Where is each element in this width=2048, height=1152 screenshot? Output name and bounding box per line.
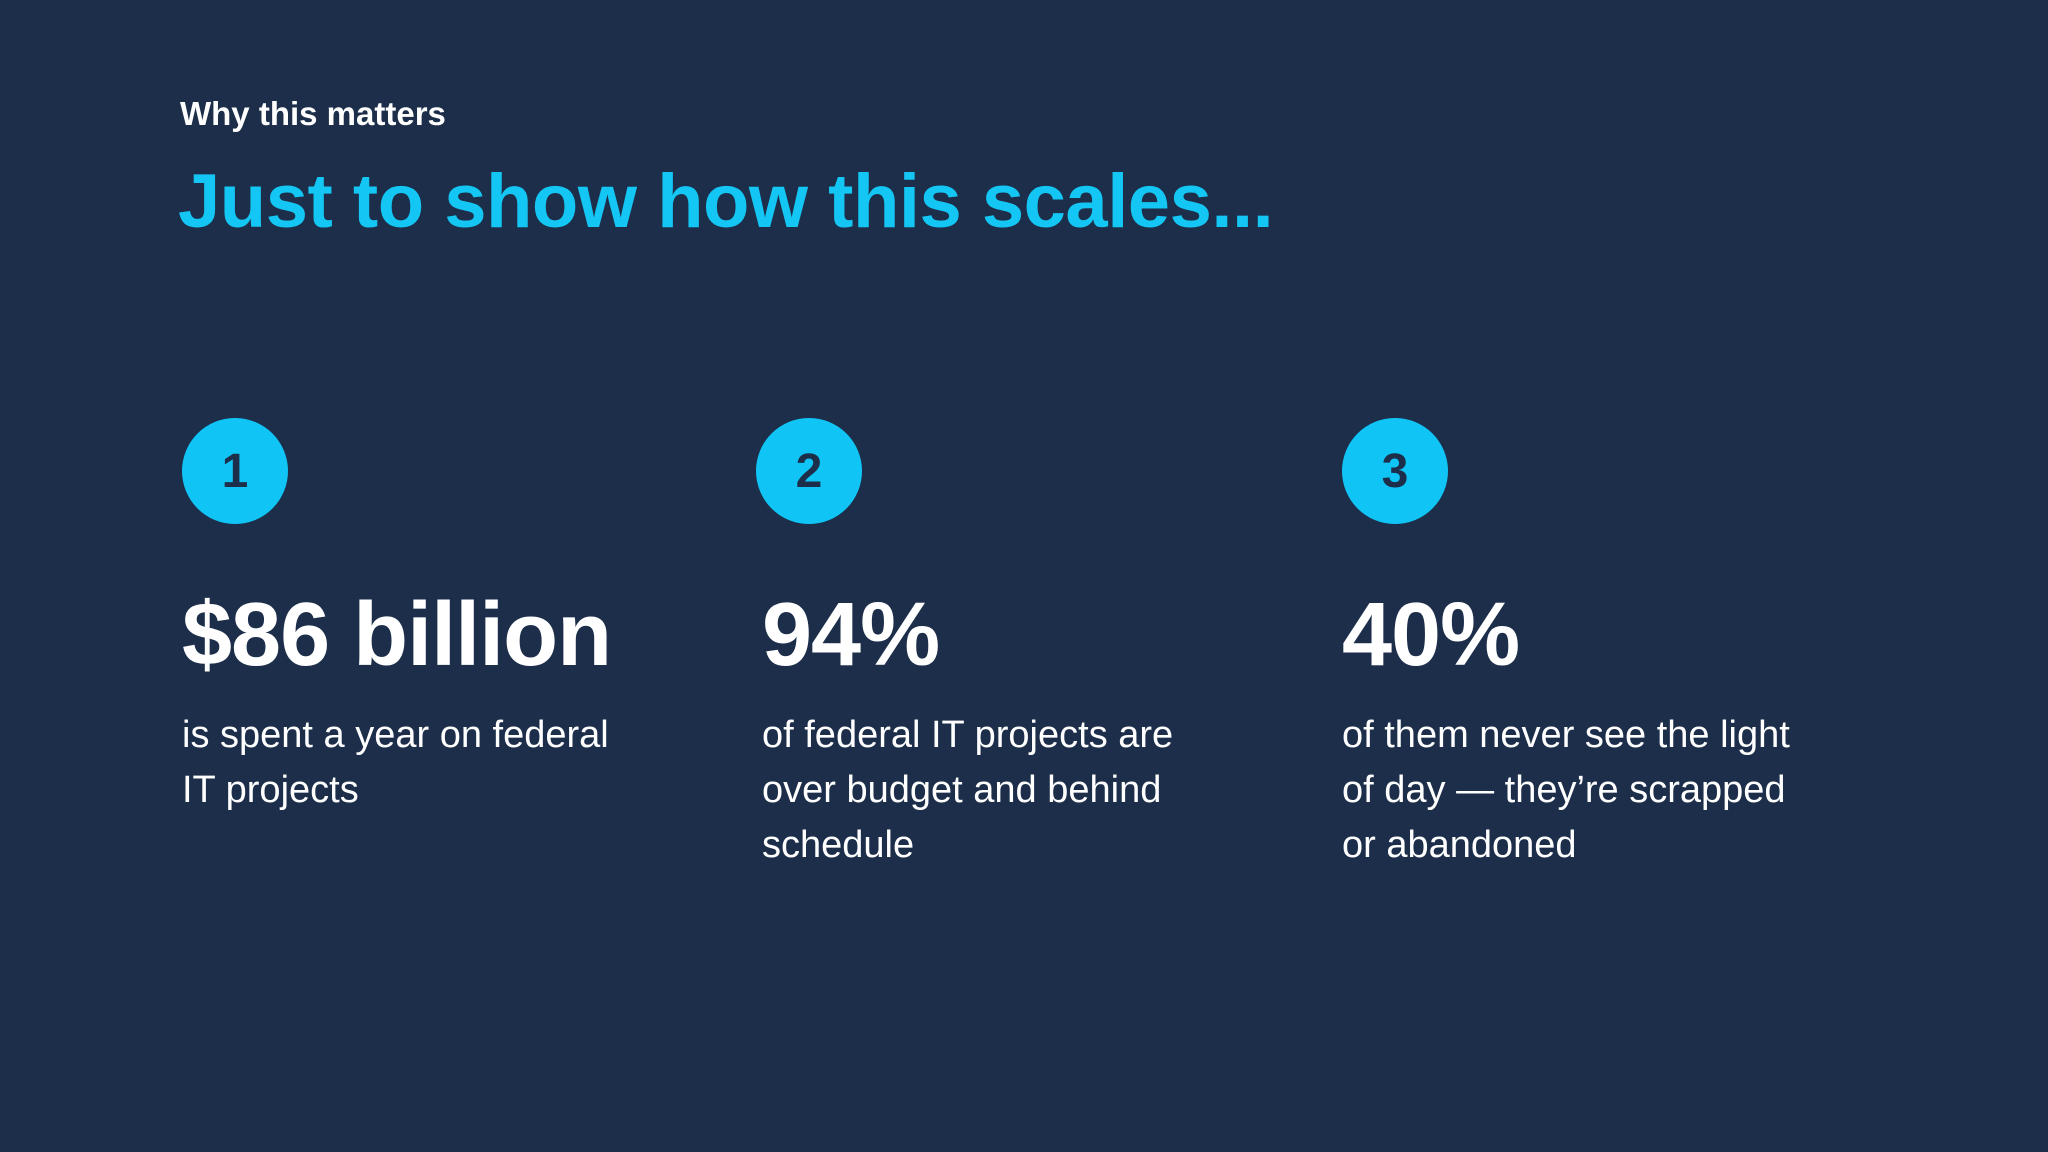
stat-figure-1: $86 billion <box>182 585 612 685</box>
slide-title: Just to show how this scales... <box>178 159 1274 244</box>
stat-block-1: 1 $86 billion is spent a year on federal… <box>182 418 662 818</box>
stat-figure-3: 40% <box>1342 585 1520 685</box>
section-label: Why this matters <box>180 95 446 132</box>
stat-block-3: 3 40% of them never see the light of day… <box>1342 418 1822 873</box>
number-badge-1: 1 <box>182 418 288 524</box>
stat-figure-2: 94% <box>762 585 940 685</box>
stat-description-3: of them never see the light of day — the… <box>1342 714 1790 866</box>
number-badge-3: 3 <box>1342 418 1448 524</box>
stat-description-2: of federal IT projects are over budget a… <box>762 714 1174 866</box>
stat-description-1: is spent a year on federal IT projects <box>182 714 609 811</box>
stat-block-2: 2 94% of federal IT projects are over bu… <box>756 418 1236 873</box>
number-badge-2: 2 <box>756 418 862 524</box>
